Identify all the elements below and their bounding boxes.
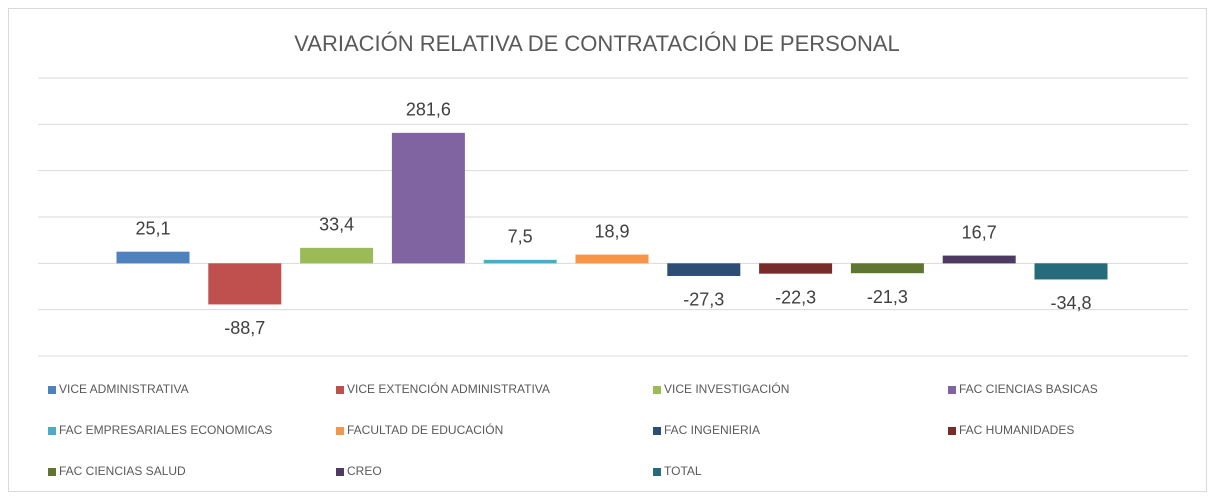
bar bbox=[208, 263, 282, 305]
legend-swatch bbox=[948, 427, 956, 435]
legend-label: FAC CIENCIAS SALUD bbox=[59, 464, 186, 478]
bar bbox=[942, 255, 1016, 264]
data-label: -34,8 bbox=[1050, 293, 1091, 313]
legend-swatch bbox=[336, 386, 344, 394]
data-label: -88,7 bbox=[224, 318, 265, 338]
data-label: -21,3 bbox=[867, 287, 908, 307]
bar bbox=[483, 259, 557, 264]
bar bbox=[850, 263, 924, 274]
data-label: 16,7 bbox=[962, 222, 997, 242]
chart-border bbox=[8, 8, 1207, 492]
legend-label: TOTAL bbox=[664, 464, 702, 478]
legend-swatch bbox=[48, 427, 56, 435]
legend-label: VICE EXTENCIÓN ADMINISTRATIVA bbox=[347, 381, 550, 396]
legend-label: FAC INGENIERIA bbox=[664, 423, 760, 437]
legend-label: VICE INVESTIGACIÓN bbox=[664, 381, 789, 396]
legend-swatch bbox=[336, 468, 344, 476]
legend-swatch bbox=[948, 386, 956, 394]
bar bbox=[1034, 263, 1108, 280]
legend-swatch bbox=[336, 427, 344, 435]
data-label: -27,3 bbox=[683, 290, 724, 310]
legend-label: FACULTAD DE EDUCACIÓN bbox=[347, 422, 503, 437]
legend-swatch bbox=[48, 386, 56, 394]
legend-label: FAC CIENCIAS BASICAS bbox=[959, 382, 1098, 396]
legend-swatch bbox=[48, 468, 56, 476]
bar bbox=[391, 132, 465, 264]
legend-swatch bbox=[653, 427, 661, 435]
bar bbox=[300, 247, 374, 264]
legend-label: FAC HUMANIDADES bbox=[959, 423, 1074, 437]
legend-swatch bbox=[653, 468, 661, 476]
data-label: 25,1 bbox=[135, 218, 170, 238]
bar bbox=[667, 263, 741, 276]
chart-title: VARIACIÓN RELATIVA DE CONTRATACIÓN DE PE… bbox=[294, 31, 900, 56]
bar bbox=[575, 254, 649, 264]
data-label: 281,6 bbox=[406, 100, 451, 120]
bar bbox=[116, 251, 190, 264]
legend-label: CREO bbox=[347, 464, 382, 478]
data-label: 7,5 bbox=[508, 227, 533, 247]
legend-label: FAC EMPRESARIALES ECONOMICAS bbox=[59, 423, 272, 437]
legend-swatch bbox=[653, 386, 661, 394]
data-label: -22,3 bbox=[775, 287, 816, 307]
data-label: 18,9 bbox=[594, 221, 629, 241]
legend-label: VICE ADMINISTRATIVA bbox=[59, 382, 189, 396]
data-label: 33,4 bbox=[319, 215, 354, 235]
bar bbox=[759, 263, 833, 274]
